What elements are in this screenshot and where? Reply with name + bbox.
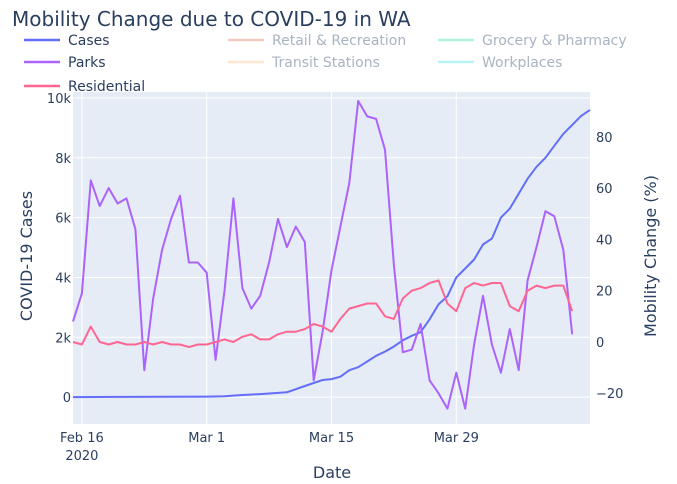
legend-item-grocery-pharmacy[interactable]: Grocery & Pharmacy xyxy=(438,33,627,49)
legend-item-workplaces[interactable]: Workplaces xyxy=(438,55,562,71)
legend-label: Workplaces xyxy=(482,55,562,71)
y-tick-label: 8k xyxy=(55,152,71,167)
series-line-parks xyxy=(72,100,574,410)
legend-item-transit-stations[interactable]: Transit Stations xyxy=(228,55,380,71)
legend-item-parks[interactable]: Parks xyxy=(24,55,106,71)
x-tick-label: Feb 16 xyxy=(60,431,104,446)
y2-tick-label: 80 xyxy=(596,131,613,146)
x-axis-title: Date xyxy=(313,463,351,482)
y2-axis: −20 0 20 40 60 80 xyxy=(596,131,623,402)
y2-tick-label: 20 xyxy=(596,285,613,300)
series-layer xyxy=(72,100,591,410)
y-tick-label: 2k xyxy=(55,331,71,346)
x-axis: Feb 16 2020 Mar 1 Mar 15 Mar 29 xyxy=(60,431,479,464)
legend-label: Retail & Recreation xyxy=(272,33,406,49)
chart-title: Mobility Change due to COVID-19 in WA xyxy=(12,7,411,31)
x-tick-label: Mar 1 xyxy=(188,431,225,446)
y2-tick-label: 0 xyxy=(596,336,604,351)
y2-tick-label: −20 xyxy=(596,387,623,402)
legend-item-residential[interactable]: Residential xyxy=(24,79,145,95)
legend-label: Residential xyxy=(68,79,145,95)
legend[interactable]: Cases Parks Residential Retail & Recreation… xyxy=(24,33,627,95)
legend-label: Parks xyxy=(68,55,106,71)
x-tick-label: Mar 29 xyxy=(434,431,479,446)
series-line-residential xyxy=(72,279,574,349)
y2-tick-label: 40 xyxy=(596,233,613,248)
grid xyxy=(73,92,590,424)
y-tick-label: 0 xyxy=(63,391,71,406)
y2-axis-title: Mobility Change (%) xyxy=(641,175,660,337)
legend-label: Grocery & Pharmacy xyxy=(482,33,627,49)
y-axis: 0 2k 4k 6k 8k 10k xyxy=(47,92,72,406)
x-tick-label: Mar 15 xyxy=(309,431,354,446)
y2-tick-label: 60 xyxy=(596,182,613,197)
y-tick-label: 10k xyxy=(47,92,72,107)
legend-item-retail-recreation[interactable]: Retail & Recreation xyxy=(228,33,406,49)
legend-item-cases[interactable]: Cases xyxy=(24,33,110,49)
x-tick-sublabel: 2020 xyxy=(65,449,98,464)
y-tick-label: 4k xyxy=(55,271,71,286)
legend-label: Cases xyxy=(68,33,110,49)
y-tick-label: 6k xyxy=(55,212,71,227)
legend-label: Transit Stations xyxy=(271,55,380,71)
y-axis-title: COVID-19 Cases xyxy=(17,191,36,321)
